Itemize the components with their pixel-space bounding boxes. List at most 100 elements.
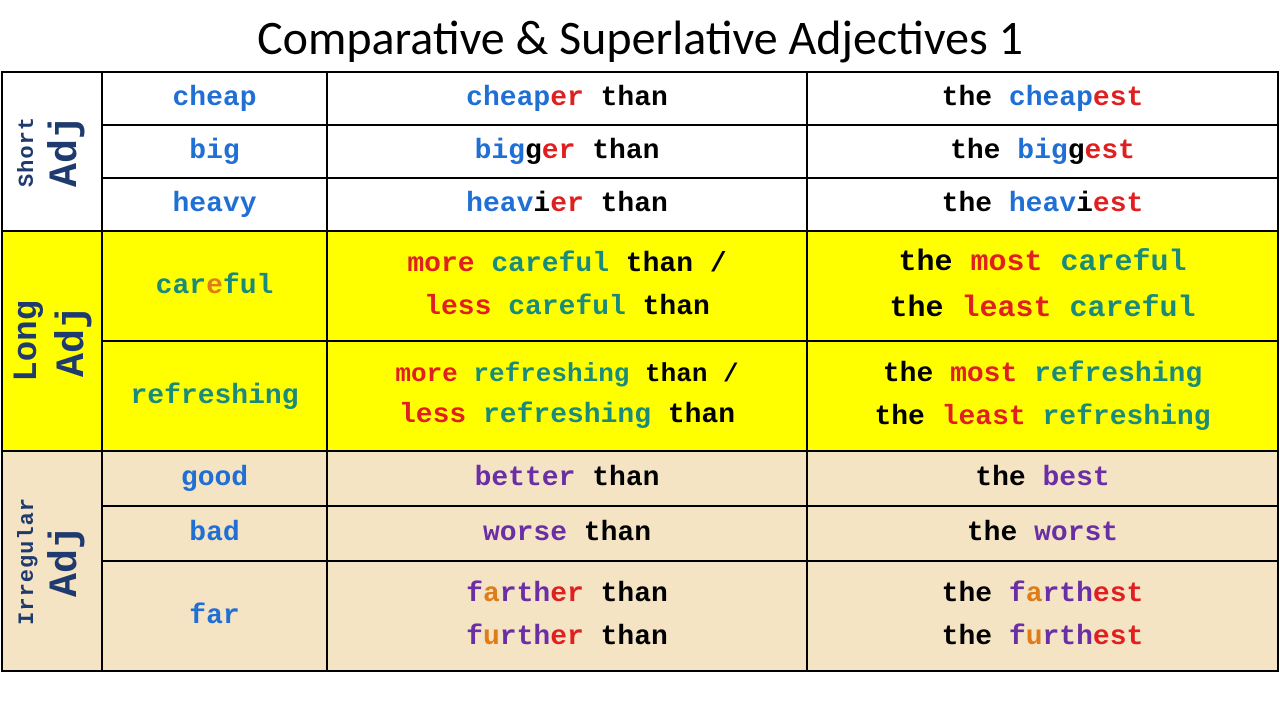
sup-cheap: the cheapest (807, 72, 1278, 125)
adj: refreshing (1034, 359, 1202, 390)
section-big: Adj (51, 305, 96, 377)
the: the (874, 402, 941, 433)
stem: heav (466, 189, 533, 220)
section-big: Adj (44, 115, 89, 187)
i: i (533, 189, 550, 220)
adj: careful (1061, 246, 1187, 280)
stem: heav (1009, 189, 1076, 220)
base-bad: bad (102, 506, 327, 561)
most: most (950, 359, 1034, 390)
table-row: refreshing more refreshing than / less r… (2, 341, 1278, 451)
than: than (567, 518, 651, 549)
mid: rth (1043, 622, 1093, 653)
table-row: bad worse than the worst (2, 506, 1278, 561)
than: than (584, 189, 668, 220)
than: than (575, 136, 659, 167)
base-refreshing: refreshing (102, 341, 327, 451)
base-far: far (102, 561, 327, 671)
word: better (475, 463, 576, 494)
the: the (942, 83, 1009, 114)
suffix: est (1093, 83, 1143, 114)
than: than (651, 400, 735, 431)
word: worst (1034, 518, 1118, 549)
sup-careful: the most careful the least careful (807, 231, 1278, 341)
adj: refreshing (473, 359, 629, 389)
pre: f (466, 579, 483, 610)
comp-far: farther than further than (327, 561, 807, 671)
comp-heavy: heavier than (327, 178, 807, 231)
a: a (483, 579, 500, 610)
sup-bad: the worst (807, 506, 1278, 561)
adjective-table: Short Adj cheap cheaper than the cheapes… (1, 71, 1279, 672)
stem: big (475, 136, 525, 167)
adj: careful (491, 249, 609, 280)
base-big: big (102, 125, 327, 178)
word: worse (483, 518, 567, 549)
base-good: good (102, 451, 327, 506)
the: the (883, 359, 950, 390)
than: than (626, 292, 710, 323)
stem: cheap (466, 83, 550, 114)
er: er (550, 579, 584, 610)
word: best (1043, 463, 1110, 494)
adj: refreshing (1043, 402, 1211, 433)
more: more (395, 359, 473, 389)
u: u (1026, 622, 1043, 653)
comp-good: better than (327, 451, 807, 506)
least: least (961, 292, 1069, 326)
pre: f (1009, 622, 1026, 653)
comp-cheap: cheaper than (327, 72, 807, 125)
mid: rth (500, 622, 550, 653)
suffix: est (1093, 189, 1143, 220)
section-big: Adj (44, 525, 89, 597)
slash: / (693, 249, 727, 280)
u: u (483, 622, 500, 653)
more: more (407, 249, 491, 280)
mid: rth (1043, 579, 1093, 610)
sup-good: the best (807, 451, 1278, 506)
sup-refreshing: the most refreshing the least refreshing (807, 341, 1278, 451)
mid: rth (500, 579, 550, 610)
section-label-irregular: Irregular Adj (2, 451, 102, 671)
than: than (584, 83, 668, 114)
section-small: Irregular (15, 497, 40, 625)
the: the (967, 518, 1034, 549)
sup-far: the farthest the furthest (807, 561, 1278, 671)
stem: big (1017, 136, 1067, 167)
sup-heavy: the heaviest (807, 178, 1278, 231)
table-row: big bigger than the biggest (2, 125, 1278, 178)
suffix: est (1085, 136, 1135, 167)
table-row: Short Adj cheap cheaper than the cheapes… (2, 72, 1278, 125)
than: than (575, 463, 659, 494)
stem: cheap (1009, 83, 1093, 114)
a: a (1026, 579, 1043, 610)
suffix: er (550, 83, 584, 114)
section-small: Short (15, 116, 40, 187)
the: the (898, 246, 970, 280)
est: est (1093, 579, 1143, 610)
base-heavy: heavy (102, 178, 327, 231)
than: than (584, 579, 668, 610)
table-row: far farther than further than the farthe… (2, 561, 1278, 671)
slash: / (707, 359, 738, 389)
extra: g (1068, 136, 1085, 167)
the: the (889, 292, 961, 326)
adj: careful (1070, 292, 1196, 326)
e: e (206, 271, 223, 302)
comp-big: bigger than (327, 125, 807, 178)
adj: careful (508, 292, 626, 323)
post: ful (223, 271, 273, 302)
the: the (942, 189, 1009, 220)
est: est (1093, 622, 1143, 653)
section-small: Long (9, 300, 47, 382)
least: least (942, 402, 1043, 433)
base-careful: careful (102, 231, 327, 341)
less: less (399, 400, 483, 431)
comp-bad: worse than (327, 506, 807, 561)
sup-big: the biggest (807, 125, 1278, 178)
base-cheap: cheap (102, 72, 327, 125)
pre: f (1009, 579, 1026, 610)
the: the (942, 622, 1009, 653)
the: the (950, 136, 1017, 167)
suffix: er (550, 189, 584, 220)
